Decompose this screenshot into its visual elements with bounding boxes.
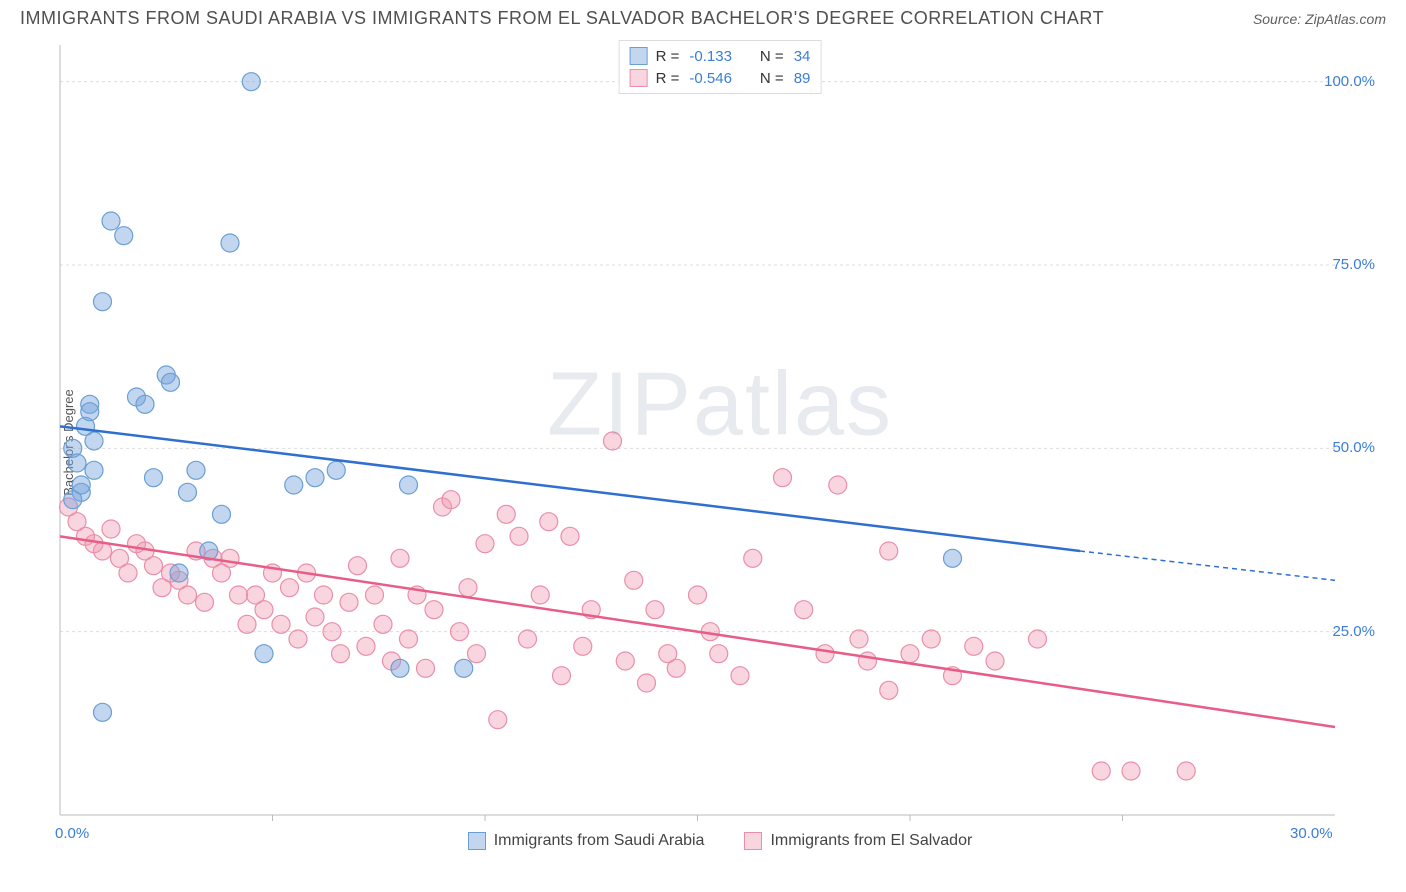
legend-label-salvador: Immigrants from El Salvador xyxy=(770,832,972,850)
legend-item-salvador: Immigrants from El Salvador xyxy=(744,832,972,850)
chart-container: Bachelor's Degree ZIPatlas R = -0.133 N … xyxy=(55,40,1385,850)
correlation-row-saudi: R = -0.133 N = 34 xyxy=(630,45,811,67)
n-value-saudi: 34 xyxy=(794,48,811,65)
x-tick-label: 30.0% xyxy=(1290,825,1333,842)
r-value-salvador: -0.546 xyxy=(689,70,732,87)
legend-swatch-salvador xyxy=(630,69,648,87)
n-label: N = xyxy=(760,70,784,87)
n-value-salvador: 89 xyxy=(794,70,811,87)
y-tick-label: 75.0% xyxy=(1332,256,1375,273)
y-tick-label: 50.0% xyxy=(1332,439,1375,456)
scatter-plot xyxy=(55,40,1385,850)
r-value-saudi: -0.133 xyxy=(689,48,732,65)
correlation-row-salvador: R = -0.546 N = 89 xyxy=(630,67,811,89)
legend-swatch-saudi xyxy=(468,832,486,850)
chart-title: IMMIGRANTS FROM SAUDI ARABIA VS IMMIGRAN… xyxy=(20,8,1104,29)
legend-label-saudi: Immigrants from Saudi Arabia xyxy=(494,832,705,850)
r-label: R = xyxy=(656,70,680,87)
x-tick-label: 0.0% xyxy=(55,825,89,842)
n-label: N = xyxy=(760,48,784,65)
y-tick-label: 25.0% xyxy=(1332,623,1375,640)
correlation-legend-box: R = -0.133 N = 34 R = -0.546 N = 89 xyxy=(619,40,822,94)
y-tick-label: 100.0% xyxy=(1324,73,1375,90)
legend-swatch-salvador xyxy=(744,832,762,850)
bottom-legend: Immigrants from Saudi Arabia Immigrants … xyxy=(55,832,1385,850)
source-attribution: Source: ZipAtlas.com xyxy=(1253,11,1386,27)
legend-item-saudi: Immigrants from Saudi Arabia xyxy=(468,832,705,850)
r-label: R = xyxy=(656,48,680,65)
legend-swatch-saudi xyxy=(630,47,648,65)
